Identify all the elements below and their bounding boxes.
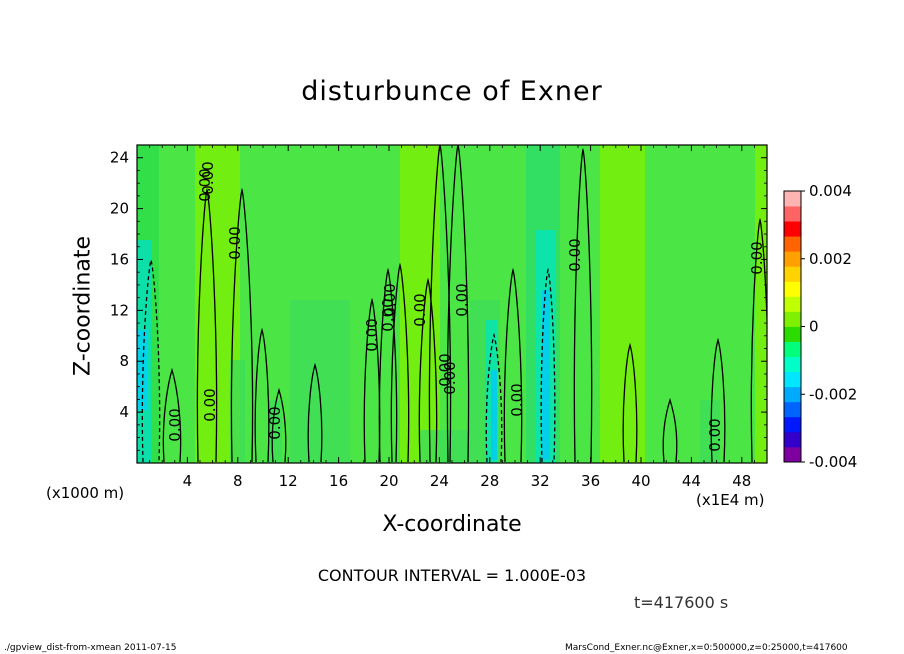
contour-label: 0.00 [196, 168, 214, 201]
colorbar-segment [784, 221, 801, 237]
x-tick-label: 16 [329, 472, 348, 490]
colorbar-segment [784, 311, 801, 327]
x-axis-unit: (x1000 m) [46, 484, 125, 502]
y-tick-label: 12 [110, 301, 129, 319]
x-tick-label: 36 [581, 472, 600, 490]
colorbar-segment [784, 236, 801, 252]
y-tick-label: 20 [110, 200, 129, 218]
colorbar-segment [784, 431, 801, 448]
contour-line [162, 367, 182, 463]
x-tick-label: 24 [430, 472, 449, 490]
colorbar-segment [784, 191, 801, 207]
colorbar-segment [784, 371, 801, 388]
contour-line [662, 397, 678, 463]
contour-label: 0.00 [266, 406, 284, 439]
colorbar-tick-label: -0.002 [809, 385, 857, 403]
contour-label: 0.00 [201, 388, 219, 421]
contour-line [378, 267, 398, 463]
contour-line [710, 337, 726, 463]
colorbar-tick-label: -0.004 [809, 453, 857, 471]
y-tick-label: 8 [119, 352, 129, 370]
contour-label: 0.00 [381, 283, 399, 316]
colorbar-segment [784, 266, 801, 282]
contour-line [503, 267, 523, 463]
contour-line [750, 217, 767, 463]
x-tick-label: 4 [183, 472, 193, 490]
contour-label: 0.00 [748, 241, 766, 274]
contour-label: 0.00 [411, 293, 429, 326]
contour-line [446, 145, 470, 463]
contour-line [485, 332, 503, 463]
x-axis-scale: (x1E4 m) [696, 491, 765, 509]
x-tick-label: 8 [233, 472, 243, 490]
x-tick-label: 40 [631, 472, 650, 490]
colorbar-segment [784, 401, 801, 418]
x-tick-label: 32 [531, 472, 550, 490]
x-tick-label: 48 [732, 472, 751, 490]
x-tick-label: 12 [279, 472, 298, 490]
contour-label: 0.00 [379, 298, 397, 331]
contour-line [573, 147, 593, 463]
contour-line [141, 257, 161, 463]
contour-line [271, 387, 287, 463]
colorbar-segment [784, 251, 801, 267]
colorbar-segment [784, 281, 801, 297]
contour-line [428, 145, 452, 463]
colorbar-tick-label: 0.002 [809, 250, 852, 268]
chart-title: disturbunce of Exner [301, 76, 603, 107]
contour-line [622, 342, 638, 463]
contour-interval-text: CONTOUR INTERVAL = 1.000E-03 [317, 566, 587, 585]
contour-label: 0.00 [441, 361, 459, 394]
time-label: t=417600 s [634, 593, 729, 612]
contour-label: 0.00 [566, 238, 584, 271]
contour-line [540, 267, 556, 463]
contour-line [230, 187, 254, 463]
colorbar-segment [784, 356, 801, 373]
x-axis-label: X-coordinate [382, 512, 522, 537]
contour-label: 0.00 [436, 353, 454, 386]
colorbar-segment [784, 206, 801, 222]
colorbar-segment [784, 296, 801, 312]
contour-label: 0.00 [453, 283, 471, 316]
colorbar-tick-label: 0 [809, 318, 819, 336]
colorbar-segment [784, 341, 801, 358]
contour-label: 0.00 [226, 226, 244, 259]
x-tick-label: 44 [682, 472, 701, 490]
contour-lines [141, 145, 767, 463]
x-tick-label: 28 [480, 472, 499, 490]
contour-label: 0.00 [508, 383, 526, 416]
colorbar-segment [784, 386, 801, 403]
footer-right: MarsCond_Exner.nc@Exner,x=0:500000,z=0:2… [565, 643, 848, 653]
contour-label: 0.00 [166, 408, 184, 441]
contour-label: 0.00 [706, 418, 724, 451]
contour-line [254, 327, 270, 463]
colorbar-segment [784, 326, 801, 342]
y-tick-label: 4 [119, 403, 129, 421]
colorbar-segment [784, 416, 801, 433]
contour-label: 0.00 [363, 318, 381, 351]
colorbar-segment [784, 446, 801, 463]
colorbar: 0.004 0.002 0 -0.002 -0.004 [783, 182, 857, 471]
contour-line [196, 187, 218, 463]
contour-line [418, 277, 438, 463]
contour-line [307, 362, 323, 463]
contour-line [390, 262, 410, 463]
colorbar-tick-label: 0.004 [809, 182, 852, 200]
contour-label: 0.00 [199, 161, 217, 194]
contour-labels: 0.000.000.000.000.000.000.00 0.00 0.000.00… [166, 161, 766, 451]
y-tick-label: 16 [110, 250, 129, 268]
y-tick-label: 24 [110, 149, 129, 167]
x-tick-label: 20 [379, 472, 398, 490]
footer-left: ./gpview_dist-from-xmean 2011-07-15 [4, 643, 177, 653]
